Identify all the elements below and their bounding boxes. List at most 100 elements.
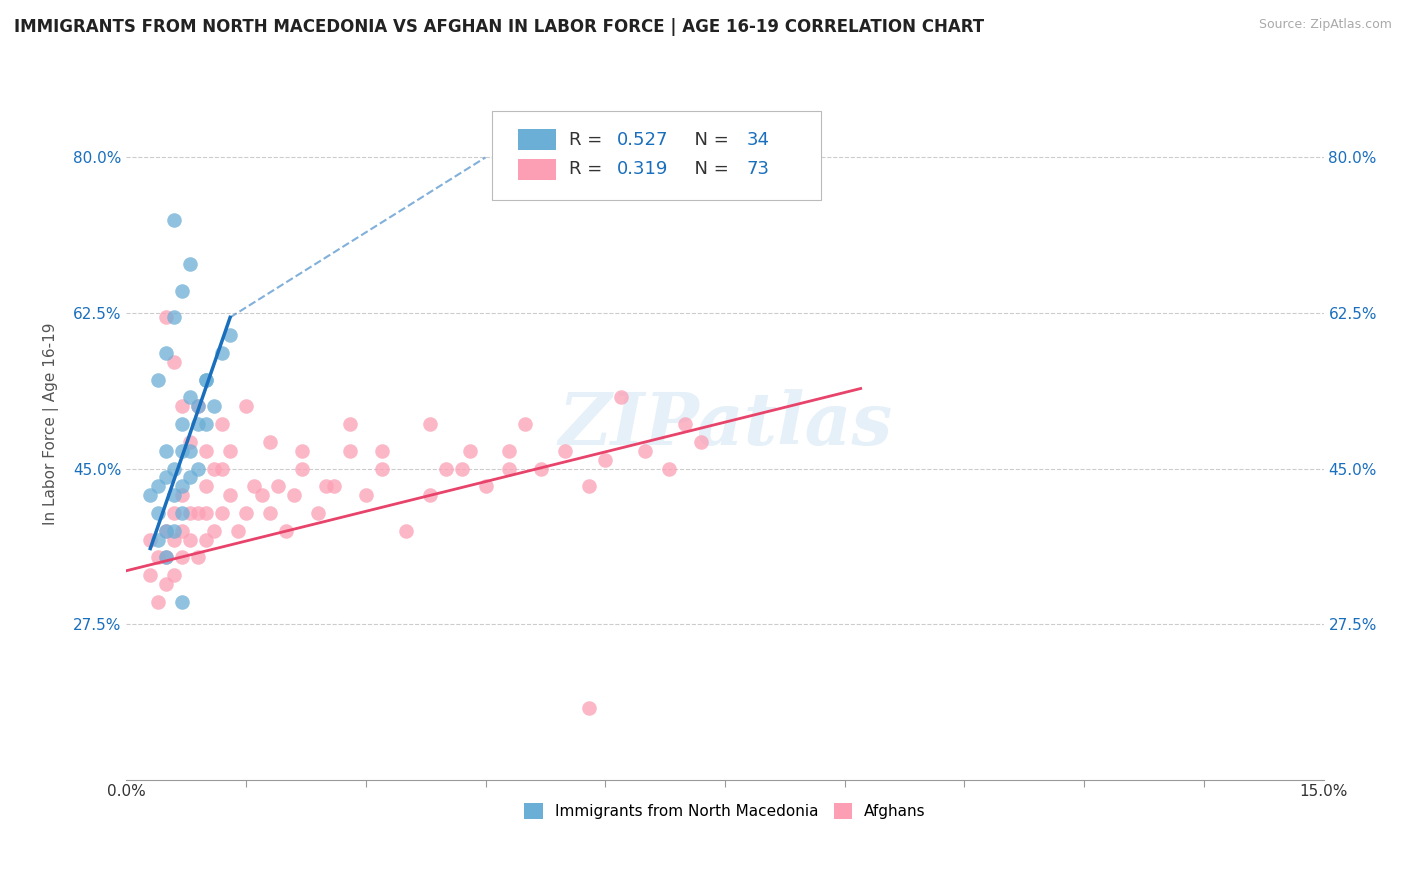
Text: N =: N = [683,130,734,149]
Point [634,443,657,458]
Y-axis label: In Labor Force | Age 16-19: In Labor Force | Age 16-19 [44,323,59,525]
Point [195,443,218,458]
Text: N =: N = [683,161,734,178]
Point [172,506,194,520]
Point [291,461,314,475]
Point [610,391,633,405]
Point [219,443,242,458]
Point [243,479,266,493]
Point [219,328,242,343]
Point [211,417,233,431]
Point [172,284,194,298]
Point [172,524,194,538]
Point [195,417,218,431]
Point [673,417,696,431]
Text: 73: 73 [747,161,769,178]
Point [187,461,209,475]
Point [202,524,225,538]
Point [163,461,186,475]
Point [179,533,201,547]
Point [155,470,177,484]
Point [139,488,162,502]
Point [163,212,186,227]
Point [155,550,177,565]
Text: R =: R = [569,161,609,178]
Point [187,417,209,431]
Point [235,399,257,413]
Point [148,479,170,493]
Point [593,452,616,467]
Text: R =: R = [569,130,609,149]
Point [172,417,194,431]
Point [172,443,194,458]
Point [172,488,194,502]
Point [187,550,209,565]
Point [179,470,201,484]
Point [307,506,329,520]
Point [163,524,186,538]
Point [371,461,394,475]
Point [658,461,681,475]
Point [259,506,281,520]
Point [179,257,201,271]
Point [148,506,170,520]
Text: IMMIGRANTS FROM NORTH MACEDONIA VS AFGHAN IN LABOR FORCE | AGE 16-19 CORRELATION: IMMIGRANTS FROM NORTH MACEDONIA VS AFGHA… [14,18,984,36]
Bar [517,159,557,180]
Text: 0.527: 0.527 [617,130,669,149]
Point [163,506,186,520]
Point [155,310,177,325]
Point [554,443,576,458]
Point [163,568,186,582]
Text: ZIPatlas: ZIPatlas [558,389,891,459]
Point [283,488,305,502]
Point [530,461,553,475]
Point [172,479,194,493]
Point [155,550,177,565]
Text: Source: ZipAtlas.com: Source: ZipAtlas.com [1258,18,1392,31]
FancyBboxPatch shape [492,112,821,200]
Point [187,399,209,413]
Point [690,434,713,449]
Point [267,479,290,493]
Point [235,506,257,520]
Point [211,506,233,520]
Point [354,488,377,502]
Point [187,399,209,413]
Point [578,479,600,493]
Point [148,550,170,565]
Point [179,434,201,449]
Point [211,346,233,360]
Point [179,506,201,520]
Point [148,533,170,547]
Point [458,443,481,458]
Point [419,417,441,431]
Point [474,479,496,493]
Point [395,524,418,538]
Point [498,461,520,475]
Point [139,533,162,547]
Point [155,443,177,458]
Point [434,461,457,475]
Point [195,533,218,547]
Point [155,346,177,360]
Point [202,399,225,413]
Point [219,488,242,502]
Point [148,595,170,609]
Point [163,310,186,325]
Text: 34: 34 [747,130,769,149]
Point [315,479,337,493]
Point [259,434,281,449]
Point [202,461,225,475]
Point [339,443,361,458]
Point [163,488,186,502]
Point [450,461,472,475]
Legend: Immigrants from North Macedonia, Afghans: Immigrants from North Macedonia, Afghans [517,797,932,825]
Point [155,524,177,538]
Point [163,533,186,547]
Point [274,524,297,538]
Point [371,443,394,458]
Point [211,461,233,475]
Point [578,701,600,715]
Point [155,577,177,591]
Point [250,488,273,502]
